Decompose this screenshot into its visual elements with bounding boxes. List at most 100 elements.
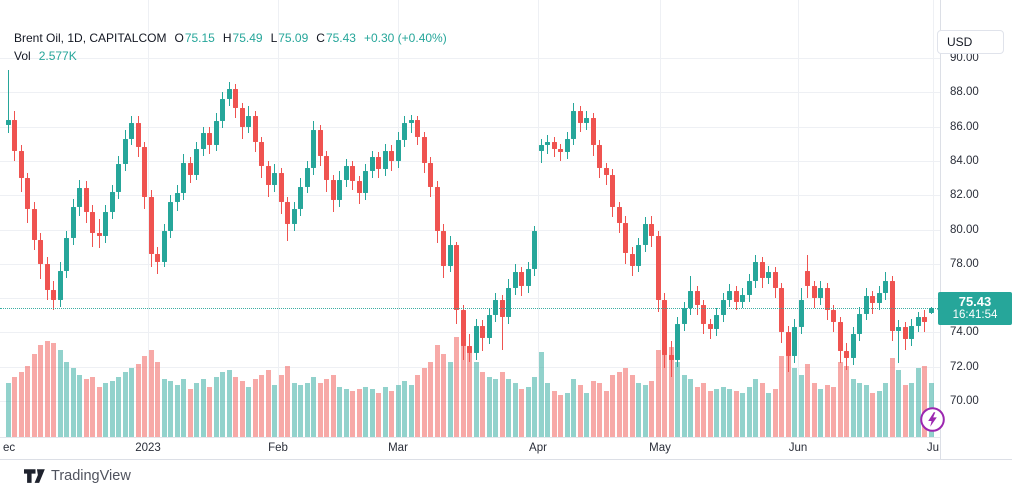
candle-body	[135, 123, 141, 148]
volume-label: Vol	[14, 49, 31, 63]
volume-bar	[103, 382, 108, 437]
candle-body	[564, 138, 570, 153]
volume-bar	[740, 393, 745, 437]
volume-bar	[493, 378, 498, 437]
footer: TradingView	[0, 459, 1012, 498]
price-axis-label: 70.00	[950, 395, 979, 407]
time-axis-label: Jun	[788, 442, 808, 454]
volume-bar	[317, 382, 323, 437]
currency-button[interactable]: USD	[937, 30, 1004, 54]
candle-body	[246, 116, 251, 127]
price-axis[interactable]: 90.0088.0086.0084.0082.0080.0078.0076.00…	[940, 0, 1012, 459]
volume-bar	[863, 384, 869, 437]
candle-body	[200, 133, 206, 149]
volume-bar	[902, 384, 908, 437]
candle-body	[506, 287, 511, 317]
volume-bar	[857, 382, 862, 437]
volume-bar	[395, 384, 401, 437]
candle-body	[831, 310, 836, 323]
candle-body	[239, 107, 245, 127]
volume-bar	[220, 372, 225, 437]
time-axis[interactable]: ec 2023 Feb Mar Apr May Jun Ju	[0, 437, 1012, 460]
volume-bar	[694, 387, 700, 437]
volume-bar	[701, 382, 706, 437]
time-axis-label: 2023	[135, 442, 161, 454]
volume-bar	[642, 384, 648, 437]
volume-bar	[343, 389, 349, 437]
gridline-vertical	[798, 0, 799, 437]
volume-bar	[675, 362, 680, 437]
candle-body	[493, 299, 498, 316]
candle-body	[194, 148, 199, 175]
candle-body	[694, 291, 700, 305]
volume-bar	[597, 382, 602, 437]
volume-bar	[733, 391, 739, 437]
price-axis-label: 82.00	[950, 189, 979, 202]
gridline-horizontal	[0, 92, 940, 94]
candle-wick	[898, 320, 899, 364]
candle-body	[584, 118, 589, 124]
candle-body	[428, 162, 433, 187]
ohlc-high: H 75.49	[222, 31, 263, 45]
volume-bar	[304, 382, 310, 437]
volume-bar	[610, 374, 615, 437]
candle-body	[577, 111, 583, 124]
candle-body	[538, 145, 544, 151]
price-pane[interactable]	[0, 0, 940, 437]
volume-value: 2.577K	[38, 49, 77, 63]
candle-body	[701, 304, 706, 324]
volume-bar	[883, 382, 888, 437]
last-price-time: 16:41:54	[952, 309, 998, 321]
volume-bar	[467, 351, 472, 437]
volume-bar	[382, 387, 388, 437]
candle-body	[207, 133, 212, 146]
volume-bar	[603, 391, 609, 437]
candle-body	[883, 280, 888, 293]
candle-body	[77, 188, 82, 208]
volume-bar	[408, 384, 414, 437]
candle-body	[389, 150, 394, 161]
candle-body	[363, 171, 368, 194]
gridline-horizontal	[0, 160, 940, 162]
volume-bar	[330, 374, 336, 437]
candle-body	[571, 111, 576, 139]
price-axis-label: 78.00	[950, 257, 979, 270]
candle-body	[259, 142, 264, 167]
candle-body	[473, 325, 479, 353]
volume-bar	[616, 372, 622, 437]
candle-body	[902, 327, 908, 340]
volume-bar	[519, 389, 524, 437]
volume-bar	[363, 387, 368, 437]
candle-body	[928, 307, 934, 313]
volume-bar	[805, 364, 810, 437]
volume-bar	[909, 382, 914, 437]
ohlc-open: O 75.15	[174, 31, 215, 45]
volume-bar	[187, 389, 193, 437]
candle-body	[655, 236, 661, 300]
volume-bar	[389, 391, 394, 437]
candle-wick	[501, 294, 503, 350]
candle-body	[226, 88, 232, 100]
candle-wick	[560, 143, 561, 161]
volume-bar	[226, 370, 232, 437]
candle-body	[519, 272, 524, 287]
candle-body	[18, 150, 24, 179]
last-price-line	[0, 308, 940, 309]
volume-bar	[662, 339, 667, 437]
symbol-legend: Brent Oil, 1D, CAPITALCOM O 75.15 H 75.49 …	[14, 31, 447, 45]
candle-body	[486, 315, 492, 338]
volume-bar	[447, 362, 453, 437]
volume-bar	[278, 374, 284, 437]
symbol-title[interactable]: Brent Oil, 1D, CAPITALCOM	[14, 31, 167, 45]
candle-body	[753, 262, 758, 281]
volume-bar	[688, 378, 693, 437]
candle-body	[5, 119, 11, 125]
volume-bar	[837, 362, 843, 437]
volume-bar	[506, 378, 511, 437]
volume-bar	[655, 349, 661, 437]
volume-bar	[272, 384, 277, 437]
volume-bar	[564, 393, 570, 437]
volume-bar	[577, 384, 583, 437]
tradingview-logo[interactable]: TradingView	[24, 468, 131, 484]
volume-bar	[629, 374, 635, 437]
